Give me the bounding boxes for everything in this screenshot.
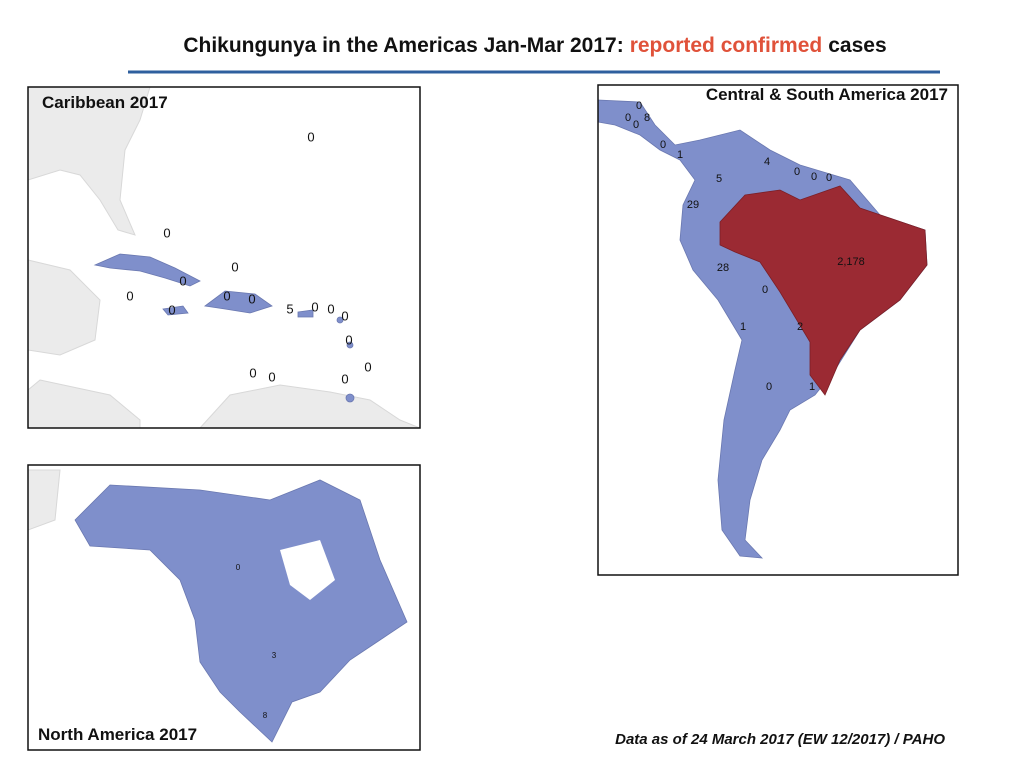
case-count: 0 (249, 365, 256, 380)
case-count: 0 (811, 171, 817, 183)
case-count: 8 (263, 711, 268, 720)
case-count: 0 (660, 139, 666, 151)
case-count: 4 (764, 156, 770, 168)
case-count: 0 (633, 119, 639, 131)
caribbean-frame (27, 86, 421, 429)
case-count: 1 (740, 321, 746, 333)
case-count: 0 (163, 225, 170, 240)
case-count: 29 (687, 199, 699, 211)
case-count: 0 (223, 288, 230, 303)
case-count: 5 (716, 173, 722, 185)
south-america-map (598, 85, 958, 575)
caribbean-map (28, 87, 420, 428)
case-count: 0 (341, 371, 348, 386)
case-count: 0 (636, 100, 642, 112)
panel-title: North America 2017 (38, 725, 197, 744)
panel-title: Caribbean 2017 (42, 93, 168, 112)
case-count: 2 (797, 321, 803, 333)
case-count: 1 (809, 381, 815, 393)
case-count: 0 (307, 129, 314, 144)
case-count: 0 (794, 166, 800, 178)
case-count: 8 (644, 112, 650, 124)
case-count: 0 (364, 359, 371, 374)
case-count: 0 (126, 288, 133, 303)
case-count: 0 (762, 284, 768, 296)
case-count: 1 (677, 149, 683, 161)
north-america-frame (27, 464, 421, 751)
title-end: cases (828, 34, 886, 57)
case-count: 0 (179, 273, 186, 288)
slide-title: Chikungunya in the Americas Jan-Mar 2017… (183, 34, 886, 57)
case-count: 28 (717, 262, 729, 274)
north-america-map (28, 465, 420, 750)
case-count: 0 (327, 301, 334, 316)
case-count: 5 (286, 301, 293, 316)
case-count: 0 (268, 369, 275, 384)
south-america-frame (597, 84, 959, 576)
title-start: Chikungunya in the Americas Jan-Mar 2017… (183, 34, 623, 57)
case-count: 0 (168, 302, 175, 317)
case-count: 0 (341, 308, 348, 323)
case-count: 0 (826, 172, 832, 184)
case-count: 0 (311, 299, 318, 314)
case-count: 0 (625, 112, 631, 124)
source-note: Data as of 24 March 2017 (EW 12/2017) / … (615, 731, 945, 748)
title-highlight: reported confirmed (630, 34, 823, 57)
case-count: 2,178 (837, 256, 865, 268)
case-count: 0 (766, 381, 772, 393)
panel-title: Central & South America 2017 (706, 85, 948, 104)
case-count: 0 (231, 259, 238, 274)
case-count: 3 (272, 651, 277, 660)
case-count: 0 (248, 291, 255, 306)
case-count: 0 (236, 563, 241, 572)
case-count: 0 (345, 332, 352, 347)
